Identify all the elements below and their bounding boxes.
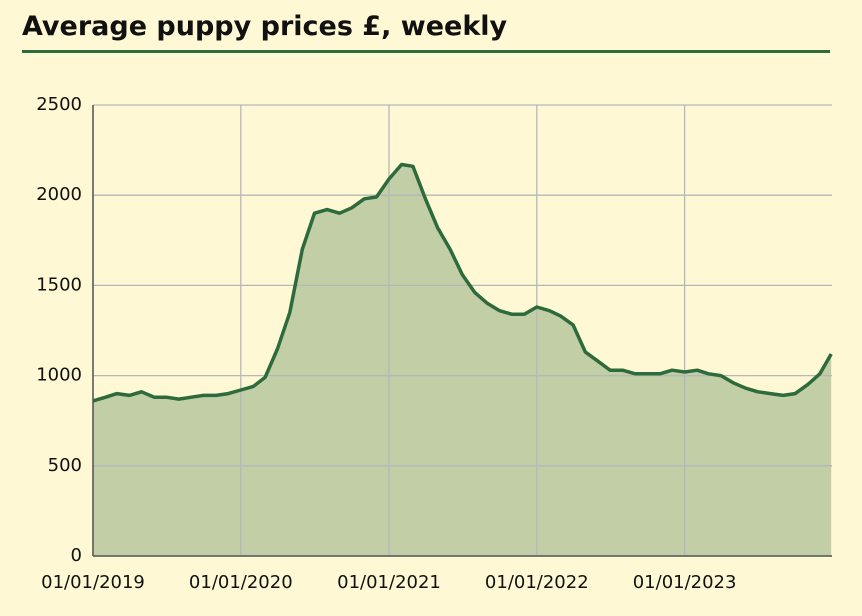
y-tick-label: 0 [71, 545, 82, 566]
area [93, 164, 832, 556]
y-tick-label: 1000 [36, 365, 82, 386]
x-tick-label: 01/01/2019 [41, 572, 145, 593]
line [92, 162, 833, 403]
y-tick-label: 500 [48, 455, 82, 476]
chart-title: Average puppy prices £, weekly [22, 11, 508, 42]
title-rule [22, 50, 830, 53]
x-tick-label: 01/01/2022 [485, 572, 589, 593]
y-tick-label: 1500 [36, 274, 82, 295]
y-tick-label: 2000 [36, 184, 82, 205]
y-tick-label: 2500 [36, 94, 82, 115]
x-tick-label: 01/01/2023 [633, 572, 737, 593]
x-tick-label: 01/01/2020 [189, 572, 293, 593]
x-tick-label: 01/01/2021 [337, 572, 441, 593]
